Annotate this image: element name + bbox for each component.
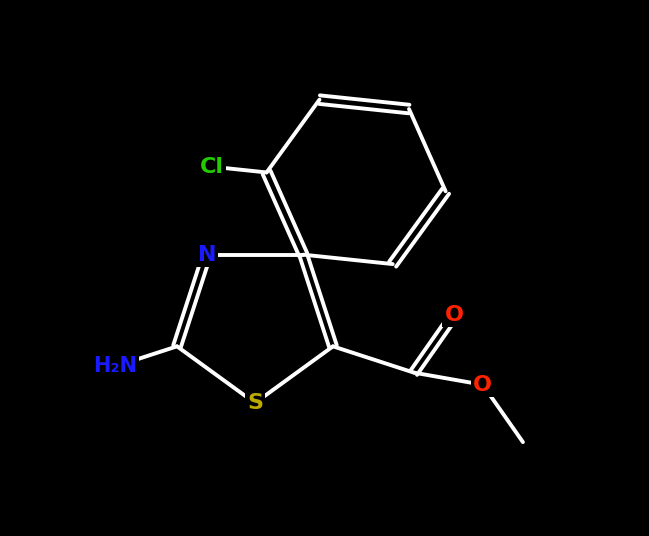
- Text: N: N: [197, 244, 216, 265]
- Text: Cl: Cl: [200, 157, 224, 177]
- Text: O: O: [473, 375, 492, 394]
- Text: O: O: [445, 306, 463, 325]
- Text: S: S: [247, 393, 263, 413]
- Text: H₂N: H₂N: [93, 356, 137, 376]
